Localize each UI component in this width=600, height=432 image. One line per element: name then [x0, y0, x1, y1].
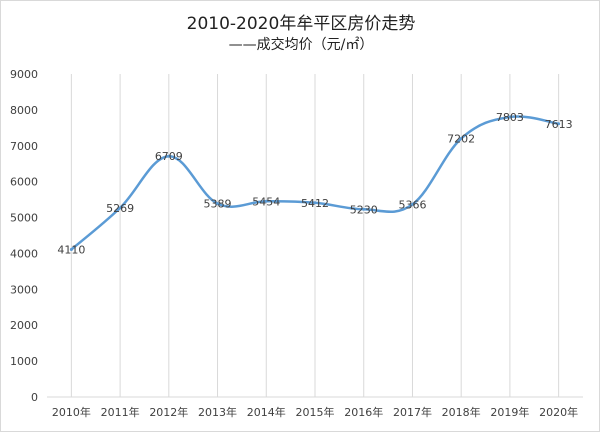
data-label: 7803: [496, 111, 524, 124]
data-point: [167, 154, 171, 158]
data-point: [69, 247, 73, 251]
x-tick-label: 2015年: [296, 405, 335, 419]
data-label: 7613: [545, 118, 573, 131]
y-tick-label: 9000: [10, 68, 38, 81]
y-tick-label: 5000: [10, 212, 38, 225]
data-point: [508, 115, 512, 119]
data-point: [216, 202, 220, 206]
data-point: [313, 201, 317, 205]
x-tick-label: 2012年: [149, 405, 188, 419]
x-tick-label: 2011年: [101, 405, 140, 419]
y-tick-label: 8000: [10, 104, 38, 117]
x-tick-label: 2010年: [52, 405, 91, 419]
data-point: [118, 206, 122, 210]
data-label: 5230: [350, 203, 378, 216]
data-label: 5269: [106, 202, 134, 215]
data-point: [557, 122, 561, 126]
y-tick-label: 0: [31, 391, 38, 404]
data-label: 5412: [301, 197, 329, 210]
y-tick-label: 6000: [10, 176, 38, 189]
y-tick-label: 4000: [10, 247, 38, 260]
data-point: [459, 137, 463, 141]
chart-title: 2010-2020年牟平区房价走势: [186, 14, 416, 34]
x-tick-label: 2014年: [247, 405, 286, 419]
y-tick-label: 7000: [10, 140, 38, 153]
x-tick-label: 2019年: [490, 405, 529, 419]
data-point: [362, 207, 366, 211]
data-point: [410, 202, 414, 206]
data-label: 5389: [204, 198, 232, 211]
x-tick-label: 2016年: [344, 405, 383, 419]
data-label: 5366: [398, 198, 426, 211]
data-label: 6709: [155, 150, 183, 163]
data-point: [264, 199, 268, 203]
x-tick-label: 2017年: [393, 405, 432, 419]
y-tick-label: 3000: [10, 283, 38, 296]
data-label: 7202: [447, 133, 475, 146]
x-tick-label: 2013年: [198, 405, 237, 419]
data-label: 4110: [57, 243, 85, 256]
chart-subtitle: ——成交均价（元/㎡）: [228, 37, 374, 53]
x-tick-label: 2018年: [442, 405, 481, 419]
data-label: 5454: [252, 195, 280, 208]
y-tick-label: 1000: [10, 355, 38, 368]
y-tick-label: 2000: [10, 319, 38, 332]
x-tick-label: 2020年: [539, 405, 578, 419]
